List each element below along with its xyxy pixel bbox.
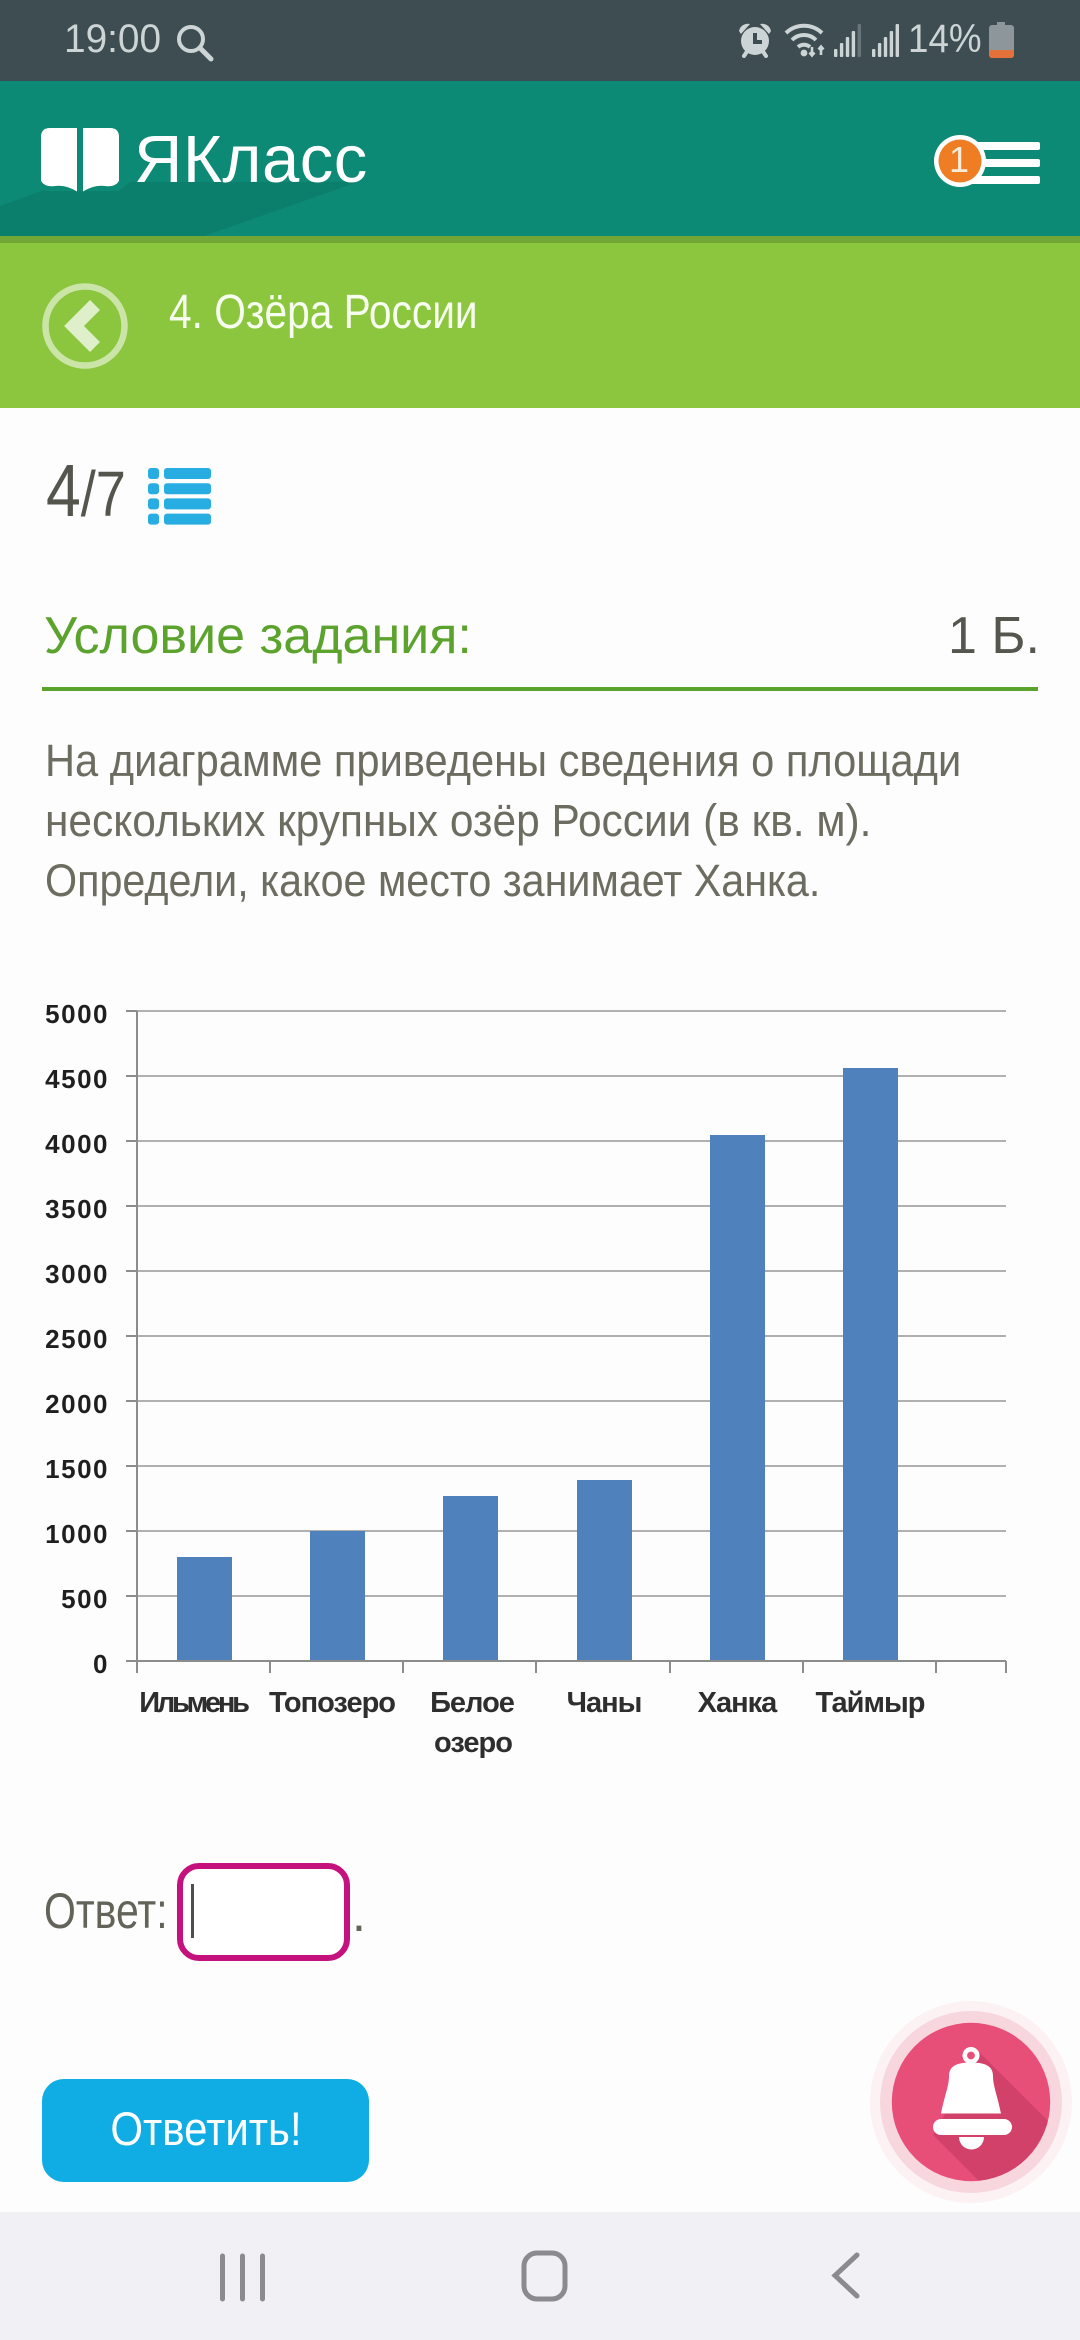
svg-text:Белое: Белое	[430, 1687, 515, 1719]
svg-text:озеро: озеро	[434, 1727, 512, 1759]
svg-text:1000: 1000	[45, 1519, 109, 1549]
svg-text:2000: 2000	[45, 1389, 109, 1419]
svg-text:1: 1	[949, 139, 969, 180]
svg-text:4500: 4500	[45, 1064, 109, 1094]
svg-text:Таймыр: Таймыр	[816, 1687, 925, 1719]
svg-text:Чаны: Чаны	[567, 1687, 642, 1719]
svg-text:5000: 5000	[45, 999, 109, 1029]
svg-text:ЯКласс: ЯКласс	[134, 122, 368, 197]
svg-text:Ильмень: Ильмень	[139, 1687, 249, 1719]
svg-text:Ханка: Ханка	[698, 1687, 779, 1719]
svg-text:Топозеро: Топозеро	[269, 1687, 395, 1719]
svg-text:500: 500	[61, 1584, 109, 1614]
svg-text:0: 0	[93, 1649, 109, 1679]
svg-text:1500: 1500	[45, 1454, 109, 1484]
svg-text:3000: 3000	[45, 1259, 109, 1289]
svg-text:2500: 2500	[45, 1324, 109, 1354]
svg-text:4000: 4000	[45, 1129, 109, 1159]
svg-text:3500: 3500	[45, 1194, 109, 1224]
